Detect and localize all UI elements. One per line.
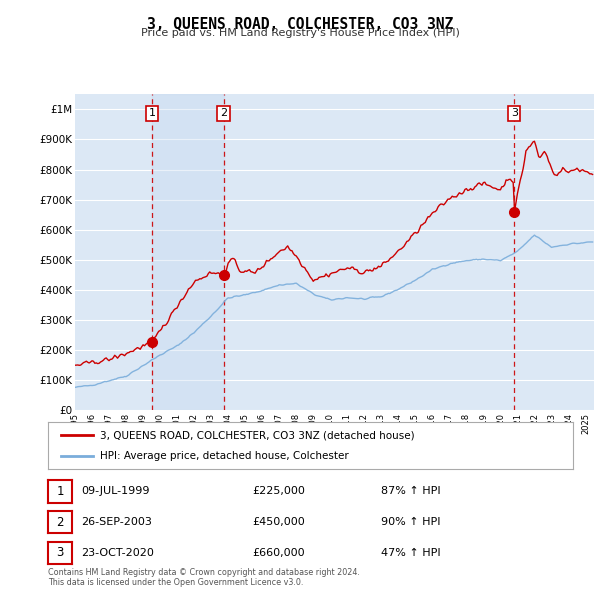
- Text: 90% ↑ HPI: 90% ↑ HPI: [381, 517, 440, 527]
- Text: 2: 2: [220, 109, 227, 119]
- Text: 23-OCT-2020: 23-OCT-2020: [81, 548, 154, 558]
- Text: 3, QUEENS ROAD, COLCHESTER, CO3 3NZ: 3, QUEENS ROAD, COLCHESTER, CO3 3NZ: [147, 17, 453, 31]
- Text: Price paid vs. HM Land Registry's House Price Index (HPI): Price paid vs. HM Land Registry's House …: [140, 28, 460, 38]
- Text: Contains HM Land Registry data © Crown copyright and database right 2024.
This d: Contains HM Land Registry data © Crown c…: [48, 568, 360, 587]
- Text: 1: 1: [56, 485, 64, 498]
- Text: 26-SEP-2003: 26-SEP-2003: [81, 517, 152, 527]
- Text: HPI: Average price, detached house, Colchester: HPI: Average price, detached house, Colc…: [101, 451, 349, 461]
- Text: 47% ↑ HPI: 47% ↑ HPI: [381, 548, 440, 558]
- Text: 09-JUL-1999: 09-JUL-1999: [81, 487, 149, 496]
- Text: £225,000: £225,000: [252, 487, 305, 496]
- Text: 3, QUEENS ROAD, COLCHESTER, CO3 3NZ (detached house): 3, QUEENS ROAD, COLCHESTER, CO3 3NZ (det…: [101, 430, 415, 440]
- Text: 2: 2: [56, 516, 64, 529]
- Text: 1: 1: [148, 109, 155, 119]
- Text: 3: 3: [56, 546, 64, 559]
- Text: 87% ↑ HPI: 87% ↑ HPI: [381, 487, 440, 496]
- Text: £660,000: £660,000: [252, 548, 305, 558]
- Bar: [152, 94, 224, 410]
- Text: 3: 3: [511, 109, 518, 119]
- Text: £450,000: £450,000: [252, 517, 305, 527]
